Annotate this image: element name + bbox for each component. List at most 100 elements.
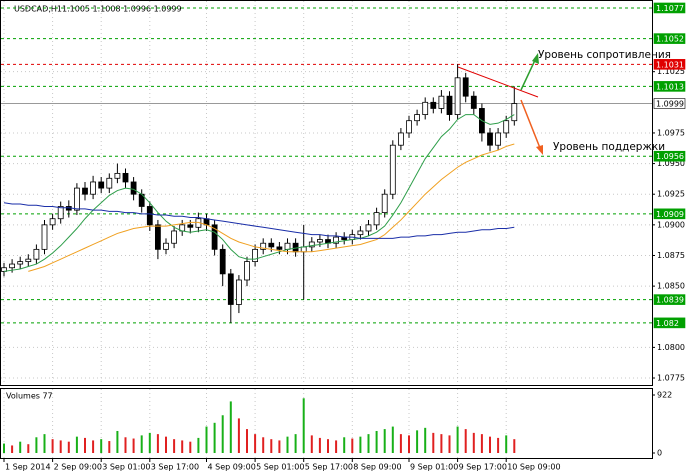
candle-body xyxy=(74,187,80,211)
candle-body xyxy=(25,258,32,263)
x-tick-label: 2 Sep 09:00 xyxy=(54,463,102,472)
candle-body xyxy=(397,132,404,146)
level-box xyxy=(653,208,686,220)
candle-body xyxy=(414,114,421,122)
candle-body xyxy=(235,279,242,305)
candle-body xyxy=(406,120,412,134)
x-tick-label: 4 Sep 09:00 xyxy=(208,463,256,472)
volume-label: Volumes 77 xyxy=(6,392,53,401)
down-arrow xyxy=(520,99,541,149)
candle-body xyxy=(454,77,461,115)
y-tick-label: 1.0850 xyxy=(657,282,685,291)
level-label: 1.082 xyxy=(656,319,679,328)
candle-body xyxy=(17,261,24,265)
candle-body xyxy=(470,95,477,109)
candle-body xyxy=(122,172,129,183)
candle-body xyxy=(252,248,259,263)
y-tick-label: 1.0875 xyxy=(657,251,685,260)
candle-body xyxy=(154,224,161,250)
candle-body xyxy=(260,242,267,250)
candle-body xyxy=(33,248,40,260)
level-label: 1.1013 xyxy=(656,82,684,91)
candle-body xyxy=(49,218,56,226)
candle-body xyxy=(495,132,502,146)
y-tick-label: 1.0975 xyxy=(657,128,685,137)
overlay xyxy=(457,53,543,155)
last-bar: 1.1005 1.1008 1.0996 1.0999 xyxy=(62,5,182,14)
candle-body xyxy=(373,212,380,226)
level-box xyxy=(653,294,686,305)
candle-body xyxy=(487,132,493,146)
v-tick-label: 922 xyxy=(657,391,672,400)
candle-body xyxy=(244,261,250,281)
x-tick-label: 3 Sep 17:00 xyxy=(151,463,199,472)
trend-line xyxy=(457,66,539,98)
level-label: 1.1052 xyxy=(656,35,684,44)
current-price-label: 1.0999 xyxy=(656,100,684,109)
x-tick-label: 9 Sep 17:00 xyxy=(459,463,507,472)
chart-title: USDCAD,H1 xyxy=(14,5,62,14)
candle-body xyxy=(316,239,323,243)
candle-body xyxy=(389,144,396,195)
candle-body xyxy=(365,224,372,232)
candle-body xyxy=(57,206,64,220)
candle-body xyxy=(422,101,429,115)
x-tick-label: 1 Sep 2014 xyxy=(5,463,51,472)
candle-body xyxy=(219,248,226,275)
level-box xyxy=(653,2,686,14)
level-box xyxy=(653,81,686,92)
y-tick-label: 1.1025 xyxy=(657,67,685,76)
candle-body xyxy=(308,241,315,248)
resistance-label: Уровень сопротивления xyxy=(538,49,671,61)
x-tick-label: 5 Sep 01:00 xyxy=(256,463,304,472)
candle-body xyxy=(276,246,283,250)
candle-body xyxy=(462,77,469,97)
level-label: 1.1031 xyxy=(656,60,684,69)
x-tick-label: 3 Sep 01:00 xyxy=(102,463,150,472)
candle-body xyxy=(511,103,518,122)
candle-body xyxy=(284,242,291,250)
level-box xyxy=(653,59,686,70)
candle-body xyxy=(357,230,364,236)
y-tick-label: 1.0800 xyxy=(657,343,685,352)
y-tick-label: 1.0775 xyxy=(657,374,685,383)
candle-body xyxy=(130,181,137,195)
candle-body xyxy=(98,181,105,189)
level-label: 1.0909 xyxy=(656,210,684,219)
level-box xyxy=(653,150,686,162)
candle-body xyxy=(171,230,178,244)
level-box xyxy=(653,33,686,44)
candle-body xyxy=(9,263,16,269)
level-label: 1.0839 xyxy=(656,296,684,305)
candle-body xyxy=(163,242,169,250)
y-tick-label: 1.0925 xyxy=(657,190,685,199)
volume-pane xyxy=(0,388,653,459)
candle-body xyxy=(106,177,113,189)
candle-body xyxy=(187,224,194,228)
candle-body xyxy=(114,172,121,179)
candle-body xyxy=(146,206,153,226)
up-arrow xyxy=(520,57,537,91)
candle-body xyxy=(227,273,234,305)
x-tick-label: 8 Sep 09:00 xyxy=(353,463,401,472)
current-price-box xyxy=(653,98,686,109)
candle-body xyxy=(211,224,218,250)
y-tick-label: 1.0900 xyxy=(657,220,685,229)
v-tick-label: 0 xyxy=(657,449,662,458)
candle-body xyxy=(90,181,96,195)
candle-body xyxy=(41,224,48,250)
candle-body xyxy=(446,95,453,115)
candle-body xyxy=(438,95,445,109)
x-tick-label: 10 Sep 09:00 xyxy=(507,463,560,472)
candle-body xyxy=(503,120,510,134)
up-arrow-head xyxy=(532,53,539,64)
candle-body xyxy=(381,193,388,213)
candle-body xyxy=(430,101,437,109)
support-label: Уровень поддержки xyxy=(553,141,665,153)
moving-average xyxy=(3,114,515,272)
level-box xyxy=(653,317,686,329)
candle-body xyxy=(268,242,275,248)
x-tick-label: 5 Sep 17:00 xyxy=(305,463,353,472)
candle-body xyxy=(82,187,88,195)
